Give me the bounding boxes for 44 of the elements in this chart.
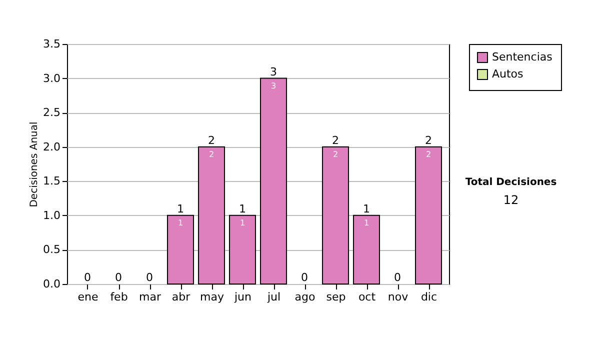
legend-label: Sentencias <box>492 50 553 64</box>
y-tick-label: 3.0 <box>43 72 60 85</box>
total-label: 1 <box>177 202 184 216</box>
data-label: 2 <box>426 150 432 159</box>
data-label: 1 <box>178 218 184 228</box>
total-label: 2 <box>425 134 432 147</box>
y-tick-label: 0.5 <box>43 243 60 256</box>
total-label: 1 <box>239 202 246 216</box>
total-label: 0 <box>301 271 308 284</box>
text: 12 <box>503 193 519 207</box>
text: Total Decisiones <box>465 177 557 188</box>
total-label: 2 <box>208 134 215 147</box>
total-label: 0 <box>115 271 122 284</box>
total-label: 0 <box>394 271 401 284</box>
x-tick-label: ene <box>78 290 98 304</box>
x-tick-label: oct <box>358 290 376 304</box>
data-label: 2 <box>208 150 214 159</box>
x-tick-label: dic <box>420 290 438 304</box>
y-axis-title: Decisiones Anual <box>29 122 40 208</box>
total-label: 1 <box>363 202 370 216</box>
data-label: 2 <box>332 150 338 159</box>
data-label: 1 <box>364 218 370 228</box>
total-label: 0 <box>146 271 153 284</box>
y-tick-label: 2.5 <box>43 106 60 120</box>
y-tick-label: 1.0 <box>43 208 60 222</box>
x-tick-label: sep <box>326 290 346 304</box>
y-tick-label: 0.0 <box>43 278 60 290</box>
x-tick-label: abr <box>172 290 191 304</box>
data-label: 3 <box>270 81 276 90</box>
x-tick-label: jun <box>234 290 252 304</box>
total-label: 3 <box>270 65 277 78</box>
total-label: 0 <box>84 271 91 284</box>
y-tick-label: 1.5 <box>43 174 60 188</box>
total-label: 2 <box>332 134 339 147</box>
x-tick-label: nov <box>388 290 409 304</box>
x-tick-label: mar <box>139 290 162 304</box>
y-tick-label: 2.0 <box>43 140 60 154</box>
y-tick-label: 3.5 <box>43 38 60 50</box>
x-tick-label: jul <box>266 290 281 304</box>
x-tick-label: feb <box>110 290 128 304</box>
data-label: 1 <box>240 218 246 228</box>
legend-label: Autos <box>492 68 524 80</box>
x-tick-label: may <box>200 290 224 304</box>
x-tick-label: ago <box>294 290 316 304</box>
